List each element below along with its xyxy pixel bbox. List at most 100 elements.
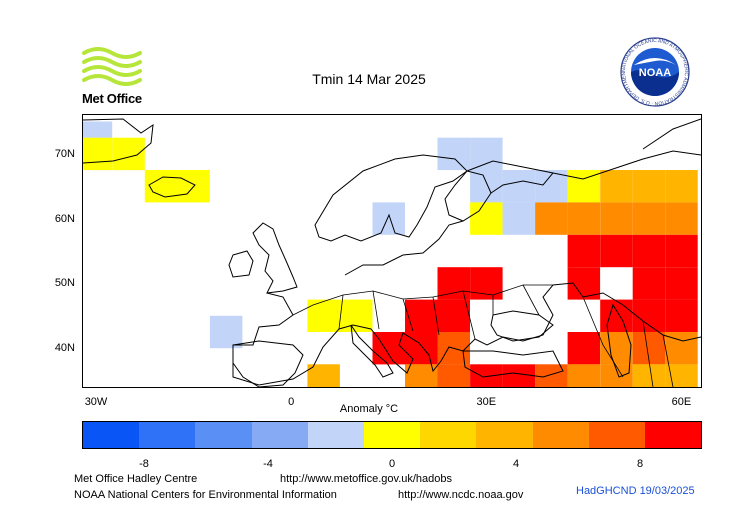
map-title: Tmin 14 Mar 2025 — [312, 71, 426, 87]
iceland-coast — [148, 176, 196, 198]
anomaly-cell — [437, 267, 470, 300]
colorbar-swatch — [363, 422, 421, 448]
anomaly-cell — [437, 137, 470, 171]
colorbar-label: Anomaly °C — [339, 403, 399, 415]
colorbar-swatch — [420, 422, 477, 448]
anomaly-cell — [665, 202, 698, 235]
anomaly-cell — [665, 170, 698, 203]
colorbar-swatch — [251, 422, 308, 448]
baltic-coast — [344, 220, 464, 276]
colorbar-tick: 0 — [388, 458, 396, 470]
anomaly-cell — [372, 202, 405, 235]
anomaly-cell — [470, 170, 503, 203]
y-tick-50n: 50N — [54, 277, 75, 290]
colorbar-swatch — [588, 422, 645, 448]
x-tick-30w: 30W — [84, 396, 108, 408]
y-tick-40n: 40N — [54, 342, 75, 355]
anomaly-cell — [112, 137, 145, 171]
anomaly-cell — [665, 364, 698, 387]
country-borders — [292, 284, 674, 387]
anomaly-cell — [567, 364, 601, 387]
anomaly-cell — [535, 202, 568, 235]
colorbar-swatch — [307, 422, 364, 448]
anomaly-cell — [600, 332, 633, 365]
anomaly-cell — [470, 364, 503, 387]
anomaly-cell — [632, 364, 666, 387]
anomaly-cell — [632, 202, 666, 235]
anomaly-cell — [405, 364, 438, 387]
footer-org-noaa: NOAA National Centers for Environmental … — [74, 489, 337, 501]
scandinavia-coast — [314, 154, 468, 242]
arctic-russia-coast — [552, 150, 701, 180]
anomaly-cell — [470, 267, 503, 300]
anomaly-cell — [600, 170, 633, 203]
anomaly-cell — [665, 267, 698, 300]
met-office-logo-text: Met Office — [82, 91, 142, 106]
anatolia-coast — [462, 350, 564, 378]
anomaly-cell — [632, 170, 666, 203]
dataset-stamp: HadGHCND 19/03/2025 — [576, 485, 695, 497]
y-tick-70n: 70N — [54, 147, 75, 160]
met-office-waves-icon — [82, 47, 142, 86]
anomaly-cell — [470, 137, 503, 171]
ireland-coast — [228, 250, 254, 278]
anomaly-cell — [600, 364, 633, 387]
anomaly-grid — [83, 121, 698, 387]
anomaly-cell — [567, 202, 601, 235]
continental-europe-coast — [232, 282, 701, 386]
noaa-logo-text: NOAA — [639, 67, 671, 79]
anomaly-cell — [535, 364, 568, 387]
anomaly-cell — [600, 299, 633, 332]
colorbar-swatch — [195, 422, 252, 448]
footer-url-met-office[interactable]: http://www.metoffice.gov.uk/hadobs — [280, 473, 453, 485]
caspian-coast — [606, 303, 632, 378]
anomaly-cell — [632, 234, 666, 268]
x-tick-30e: 30E — [476, 396, 497, 408]
anomaly-cell — [83, 137, 113, 171]
colorbar-tick: -4 — [263, 458, 273, 470]
anomaly-cell — [502, 202, 536, 235]
anomaly-cell — [502, 170, 536, 203]
great-britain-coast — [252, 222, 298, 294]
greenland-coast — [83, 118, 154, 164]
anomaly-cell — [665, 234, 698, 268]
anomaly-cell — [405, 299, 438, 332]
kola-white-sea-coast — [466, 160, 554, 194]
anomaly-cell — [502, 364, 536, 387]
noaa-logo-icon: NATIONAL OCEANIC AND ATMOSPHERIC ADMINIS… — [620, 37, 690, 107]
anomaly-cell — [665, 299, 698, 332]
anomaly-cell — [632, 267, 666, 300]
colorbar-swatch — [83, 422, 140, 448]
footer-org-met-office: Met Office Hadley Centre — [74, 473, 198, 485]
iberia-coast — [232, 340, 304, 387]
x-tick-0: 0 — [288, 396, 295, 408]
colorbar-tick: 8 — [636, 458, 644, 470]
footer-url-noaa[interactable]: http://www.ncdc.noaa.gov — [398, 489, 524, 501]
anomaly-cell — [567, 234, 601, 268]
x-tick-60e: 60E — [671, 396, 692, 408]
y-tick-60n: 60N — [54, 212, 75, 225]
colorbar — [82, 421, 702, 449]
anomaly-cell — [209, 315, 243, 349]
anomaly-cell — [437, 299, 470, 332]
colorbar-swatch — [476, 422, 533, 448]
coastlines — [83, 118, 701, 387]
anomaly-cell — [437, 364, 470, 387]
anomaly-cell — [600, 202, 633, 235]
anomaly-cell — [567, 332, 601, 365]
colorbar-swatch — [139, 422, 196, 448]
anomaly-cell — [600, 234, 633, 268]
anomaly-cell — [632, 299, 666, 332]
anomaly-cell — [470, 202, 503, 235]
italy-coast — [350, 324, 394, 378]
novaya-zemlya-coast — [642, 118, 701, 150]
colorbar-tick: 4 — [512, 458, 520, 470]
colorbar-tick: -8 — [139, 458, 149, 470]
anomaly-cell — [340, 299, 373, 332]
map-canvas — [83, 118, 701, 387]
anomaly-cell — [307, 364, 340, 387]
colorbar-swatch — [644, 422, 702, 448]
anomaly-cell — [307, 299, 340, 332]
black-sea-coast — [490, 310, 554, 342]
anomaly-map — [82, 114, 702, 388]
